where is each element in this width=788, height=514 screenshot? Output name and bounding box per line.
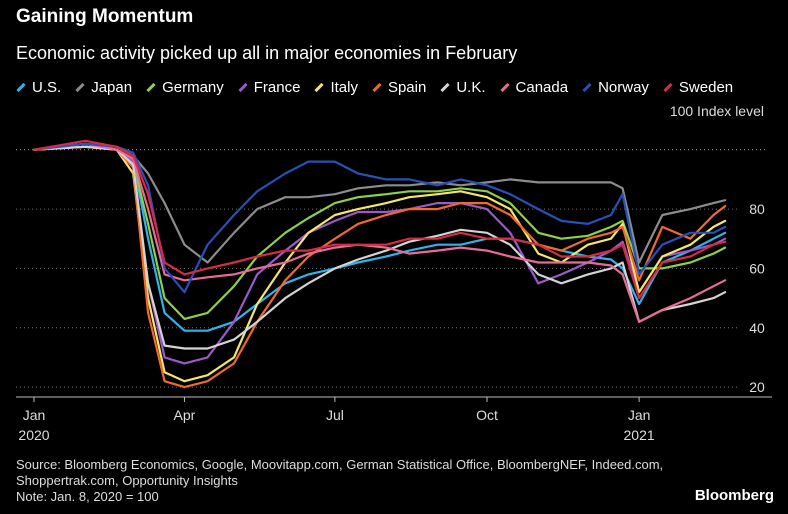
x-tick-label: Oct [476, 407, 498, 423]
legend-item: Germany [146, 79, 224, 96]
series-line-sweden [32, 139, 727, 300]
x-tick-label: Jan [23, 407, 46, 423]
x-tick-year-label: 2021 [624, 427, 655, 443]
y-tick-label: 20 [749, 379, 765, 395]
x-tick-label: Jan [628, 407, 651, 423]
bloomberg-logo: Bloomberg [694, 487, 774, 504]
x-tick-year-label: 2020 [18, 427, 49, 443]
note-text: Note: Jan. 8, 2020 = 100 [16, 489, 159, 504]
legend-item: Spain [372, 79, 426, 96]
legend-label: Germany [162, 79, 224, 96]
series-line-canada [32, 142, 727, 323]
legend-item: Canada [499, 79, 569, 96]
x-tick-label: Jul [326, 407, 344, 423]
y-tick-label: 40 [749, 320, 765, 336]
legend-item: Japan [75, 79, 132, 96]
legend-item: U.K. [440, 79, 486, 96]
x-tick-label: Apr [174, 407, 196, 423]
legend-label: Japan [91, 79, 133, 96]
legend-label: Canada [515, 79, 569, 96]
legend-label: Norway [598, 79, 649, 96]
chart-title: Gaining Momentum [16, 6, 194, 27]
legend-label: Italy [330, 79, 358, 96]
source-note: Source: Bloomberg Economics, Google, Moo… [16, 457, 676, 505]
legend-item: U.S. [16, 79, 61, 96]
legend: U.S. Japan Germany France Italy Spain U.K. Cana… [16, 79, 747, 96]
legend-label: France [253, 79, 301, 96]
series-line-japan [32, 142, 727, 264]
series-line-spain [32, 145, 727, 389]
legend-label: Spain [387, 79, 427, 96]
legend-label: U.S. [32, 79, 62, 96]
y-tick-label: 60 [749, 260, 765, 276]
y-tick-label: 80 [749, 201, 765, 217]
chart-subtitle: Economic activity picked up all in major… [16, 43, 518, 63]
legend-label: U.K. [456, 79, 486, 96]
legend-item: Sweden [663, 79, 733, 96]
legend-item: Italy [314, 79, 358, 96]
source-text: Source: Bloomberg Economics, Google, Moo… [16, 457, 664, 488]
legend-label: Sweden [678, 79, 734, 96]
series-line-germany [32, 142, 727, 320]
legend-item: France [238, 79, 301, 96]
y-unit-label: 100 Index level [669, 103, 764, 119]
legend-item: Norway [582, 79, 649, 96]
series-line-u-k [32, 145, 727, 350]
